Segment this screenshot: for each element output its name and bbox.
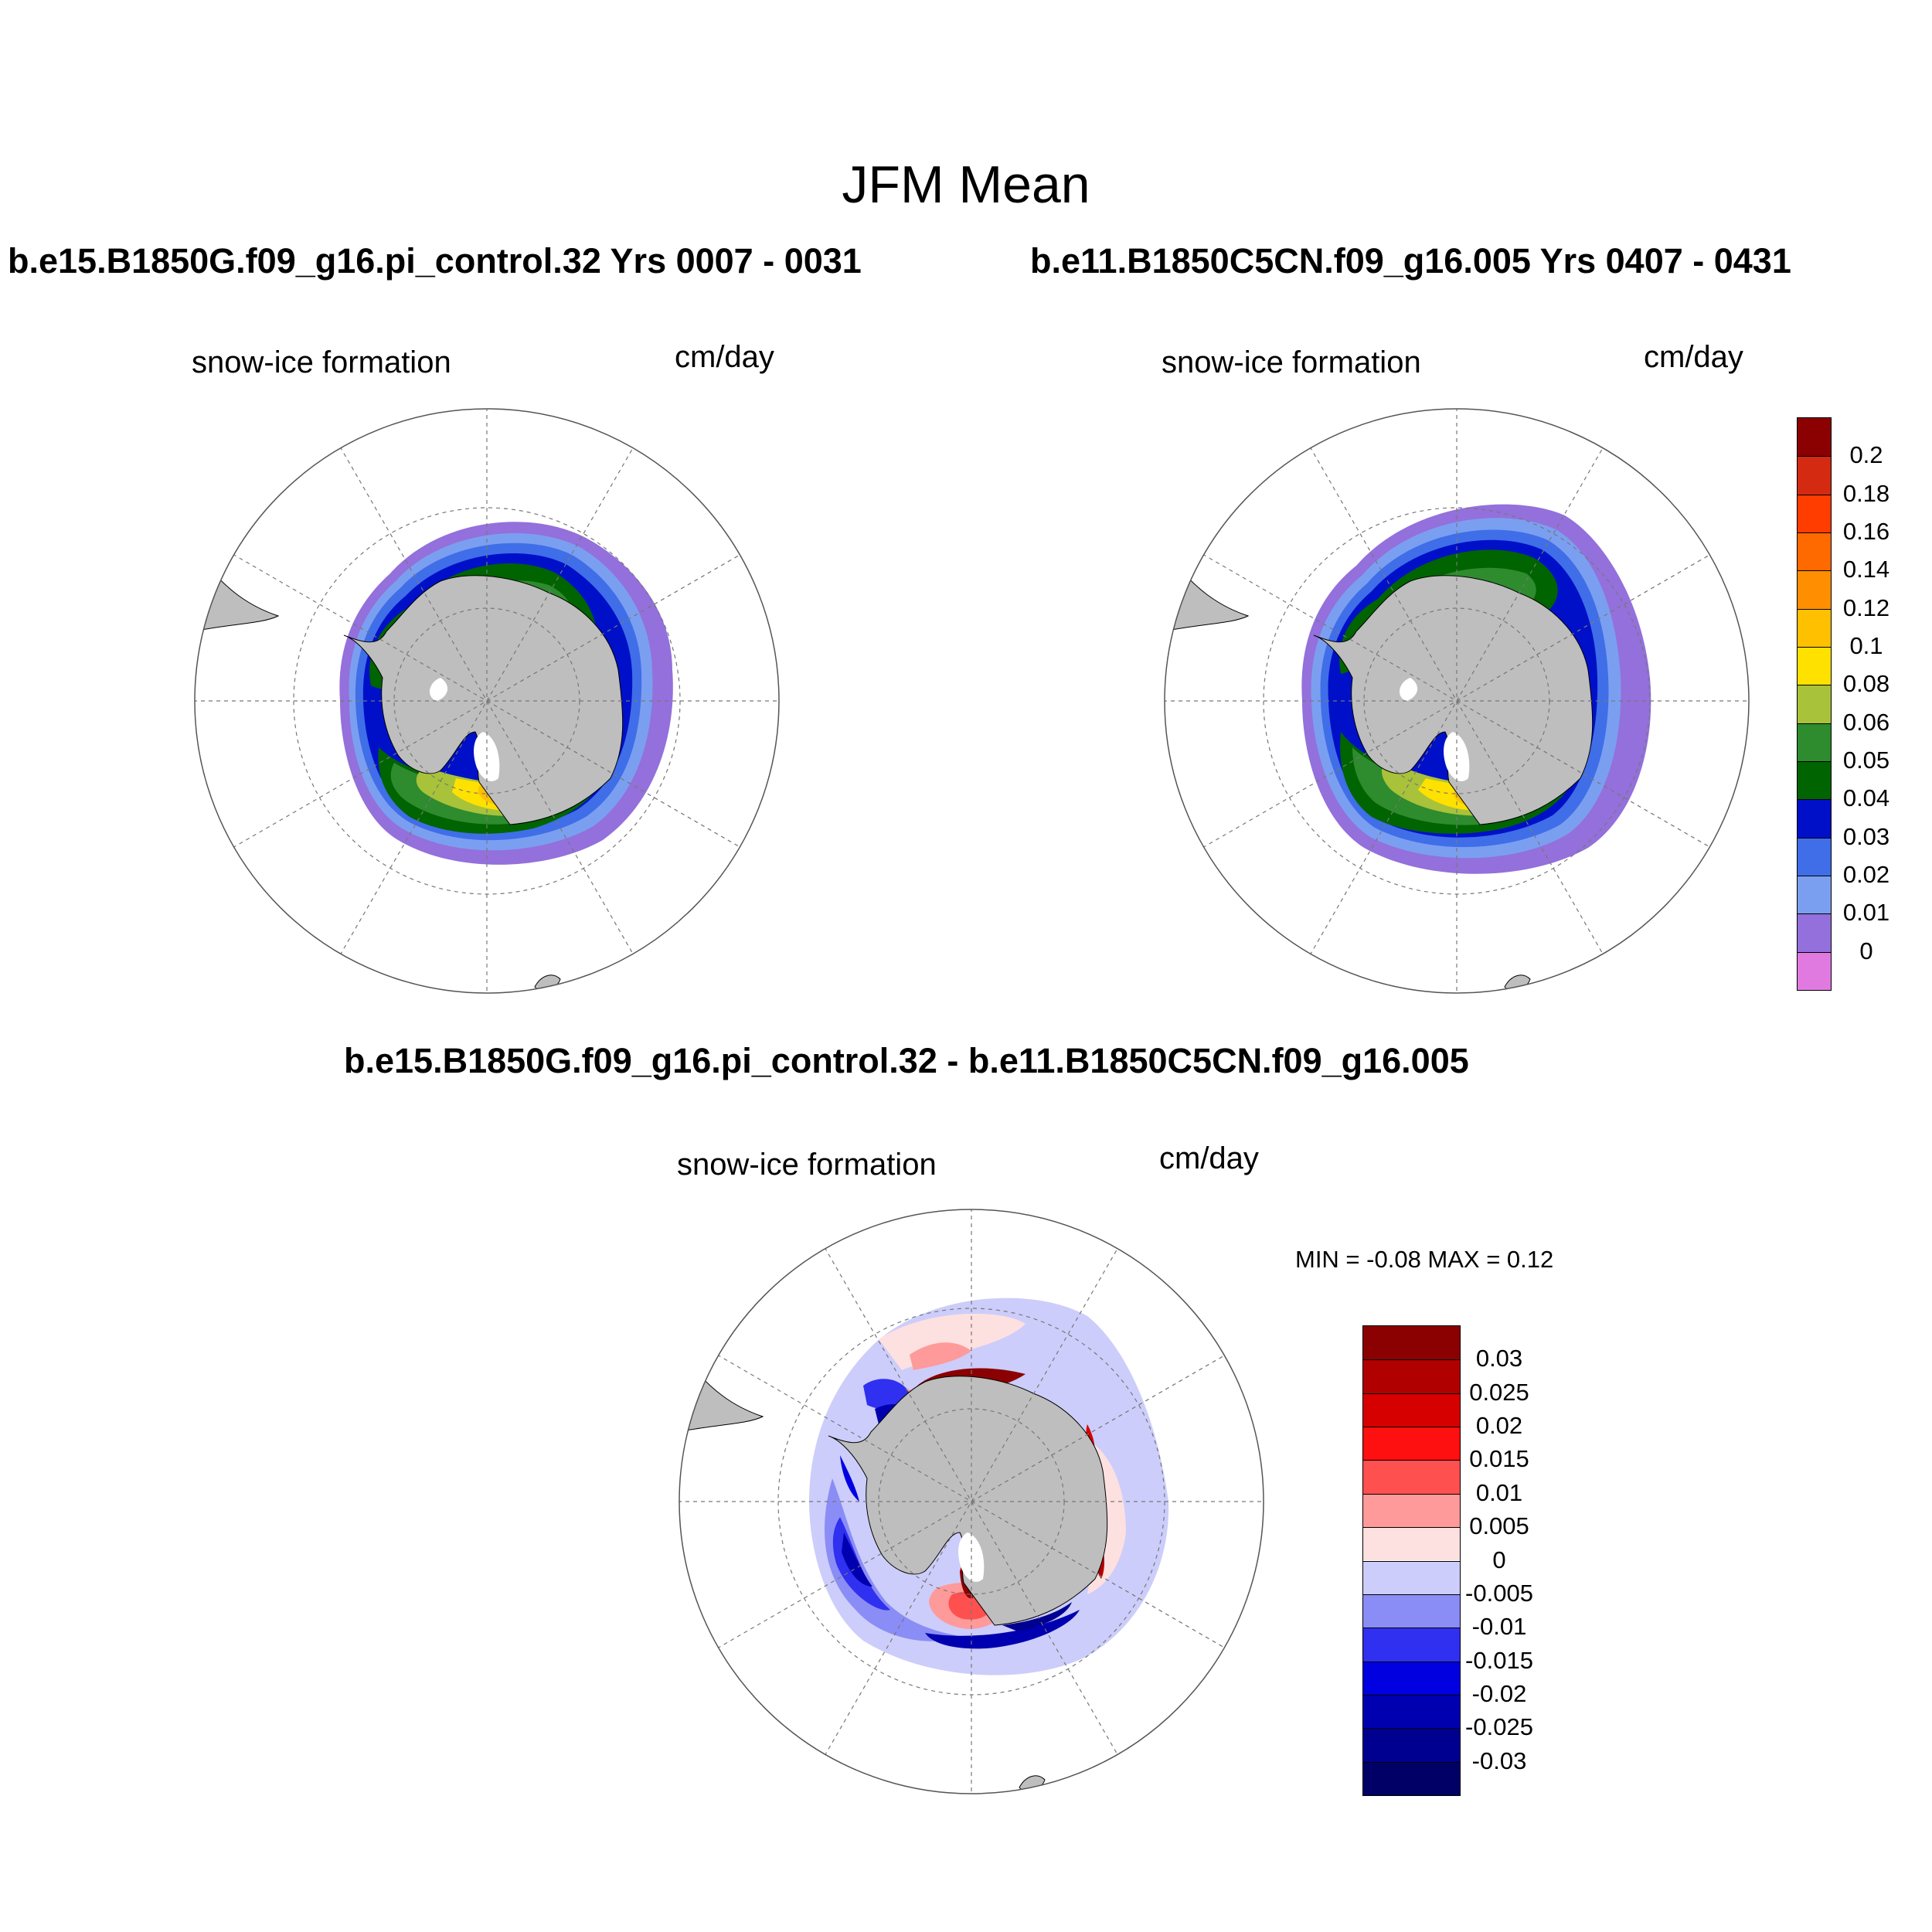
colorbar-difference-box bbox=[1363, 1393, 1460, 1427]
colorbar-top-label: 0.18 bbox=[1842, 479, 1890, 507]
panel-1-case-title: b.e15.B1850G.f09_g16.pi_control.32 Yrs 0… bbox=[8, 241, 862, 281]
panel-2-graticule bbox=[1165, 409, 1749, 993]
colorbar-difference-label: -0.01 bbox=[1471, 1613, 1527, 1641]
colorbar-top-label: 0.03 bbox=[1842, 822, 1890, 850]
colorbar-top-box bbox=[1798, 494, 1831, 532]
panel-1-graticule bbox=[195, 409, 779, 993]
colorbar-difference-box bbox=[1363, 1460, 1460, 1494]
colorbar-top-label: 0.02 bbox=[1842, 861, 1890, 888]
panel-1-map-border bbox=[194, 408, 780, 994]
colorbar-difference-label: 0.01 bbox=[1475, 1478, 1523, 1506]
panel-3-units-label: cm/day bbox=[1159, 1141, 1259, 1175]
colorbar-difference-box bbox=[1363, 1694, 1460, 1729]
colorbar-top-label: 0.16 bbox=[1842, 518, 1890, 545]
colorbar-difference-box bbox=[1363, 1761, 1460, 1795]
colorbar-difference-box bbox=[1363, 1493, 1460, 1528]
colorbar-top-box bbox=[1798, 876, 1831, 914]
colorbar-difference-label: 0.005 bbox=[1469, 1512, 1529, 1540]
colorbar-top-label: 0.08 bbox=[1842, 670, 1890, 698]
panel-2-variable-label: snow-ice formation bbox=[1162, 345, 1421, 379]
colorbar-difference-label: 0.03 bbox=[1475, 1345, 1523, 1372]
colorbar-difference-label: 0.015 bbox=[1469, 1445, 1529, 1473]
panel-1-antarctica-landmass bbox=[343, 575, 624, 825]
colorbar-top-box bbox=[1798, 951, 1831, 990]
panel-2-antarctica-landmass bbox=[1313, 575, 1594, 825]
panel-1-variable-label: snow-ice formation bbox=[192, 345, 451, 379]
colorbar-difference-labels: 0.03 0.025 0.02 0.015 0.01 0.005 0 -0.005 -0.01 -… bbox=[1464, 1325, 1557, 1794]
colorbar-difference-box bbox=[1363, 1359, 1460, 1393]
colorbar-top-label: 0.05 bbox=[1842, 747, 1890, 774]
colorbar-top-label: 0.01 bbox=[1842, 899, 1890, 927]
colorbar-top-label: 0.2 bbox=[1849, 441, 1883, 469]
colorbar-difference-box bbox=[1363, 1728, 1460, 1762]
colorbar-difference-label: -0.005 bbox=[1465, 1579, 1533, 1607]
colorbar-difference-label: -0.025 bbox=[1465, 1713, 1533, 1741]
panel-3-difference-map bbox=[679, 1209, 1264, 1794]
colorbar-top-box bbox=[1798, 799, 1831, 838]
figure-title: JFM Mean bbox=[842, 155, 1090, 214]
colorbar-top bbox=[1797, 417, 1832, 991]
panel-3-graticule bbox=[679, 1209, 1264, 1794]
colorbar-top-box bbox=[1798, 418, 1831, 457]
panel-2-units-label: cm/day bbox=[1644, 340, 1743, 374]
colorbar-difference-label: -0.03 bbox=[1471, 1747, 1527, 1774]
panel-3-map-border bbox=[679, 1209, 1264, 1794]
panel-2-case-title: b.e11.B1850C5CN.f09_g16.005 Yrs 0407 - 0… bbox=[1030, 241, 1791, 281]
colorbar-difference-box bbox=[1363, 1560, 1460, 1594]
panel-3-antarctica-landmass bbox=[828, 1376, 1108, 1626]
panel-2-polar-map bbox=[1164, 408, 1750, 994]
colorbar-difference-box bbox=[1363, 1594, 1460, 1628]
colorbar-difference-box bbox=[1363, 1427, 1460, 1461]
panel-2-map-border bbox=[1164, 408, 1750, 994]
colorbar-top-label: 0.06 bbox=[1842, 708, 1890, 736]
colorbar-top-label: 0 bbox=[1859, 937, 1873, 964]
colorbar-top-box bbox=[1798, 913, 1831, 952]
colorbar-difference bbox=[1362, 1325, 1461, 1796]
colorbar-top-label: 0.14 bbox=[1842, 556, 1890, 583]
colorbar-difference-box bbox=[1363, 1661, 1460, 1695]
colorbar-top-box bbox=[1798, 456, 1831, 495]
colorbar-difference-label: 0.025 bbox=[1469, 1378, 1529, 1406]
colorbar-top-label: 0.12 bbox=[1842, 594, 1890, 621]
colorbar-top-label: 0.1 bbox=[1849, 632, 1883, 659]
colorbar-top-box bbox=[1798, 570, 1831, 609]
panel-1-polar-map bbox=[194, 408, 780, 994]
colorbar-top-labels: 0.2 0.18 0.16 0.14 0.12 0.1 0.08 0.06 0.05 0.04 0.… bbox=[1832, 417, 1909, 989]
panel-3-minmax-label: MIN = -0.08 MAX = 0.12 bbox=[1295, 1246, 1554, 1273]
colorbar-top-box bbox=[1798, 723, 1831, 761]
colorbar-difference-box bbox=[1363, 1628, 1460, 1662]
colorbar-top-box bbox=[1798, 532, 1831, 571]
colorbar-difference-label: 0.02 bbox=[1475, 1412, 1523, 1440]
colorbar-top-box bbox=[1798, 647, 1831, 685]
panel-3-variable-label: snow-ice formation bbox=[677, 1148, 937, 1182]
colorbar-top-box bbox=[1798, 837, 1831, 876]
colorbar-top-label: 0.04 bbox=[1842, 784, 1890, 812]
colorbar-difference-label: -0.02 bbox=[1471, 1679, 1527, 1707]
colorbar-top-box bbox=[1798, 608, 1831, 647]
panel-1-units-label: cm/day bbox=[675, 340, 774, 374]
colorbar-difference-label: 0 bbox=[1492, 1546, 1506, 1573]
colorbar-difference-box bbox=[1363, 1326, 1460, 1360]
colorbar-difference-box bbox=[1363, 1527, 1460, 1561]
colorbar-difference-label: -0.015 bbox=[1465, 1646, 1533, 1674]
panel-3-case-title: b.e15.B1850G.f09_g16.pi_control.32 - b.e… bbox=[344, 1041, 1469, 1080]
colorbar-top-box bbox=[1798, 761, 1831, 800]
colorbar-top-box bbox=[1798, 685, 1831, 723]
